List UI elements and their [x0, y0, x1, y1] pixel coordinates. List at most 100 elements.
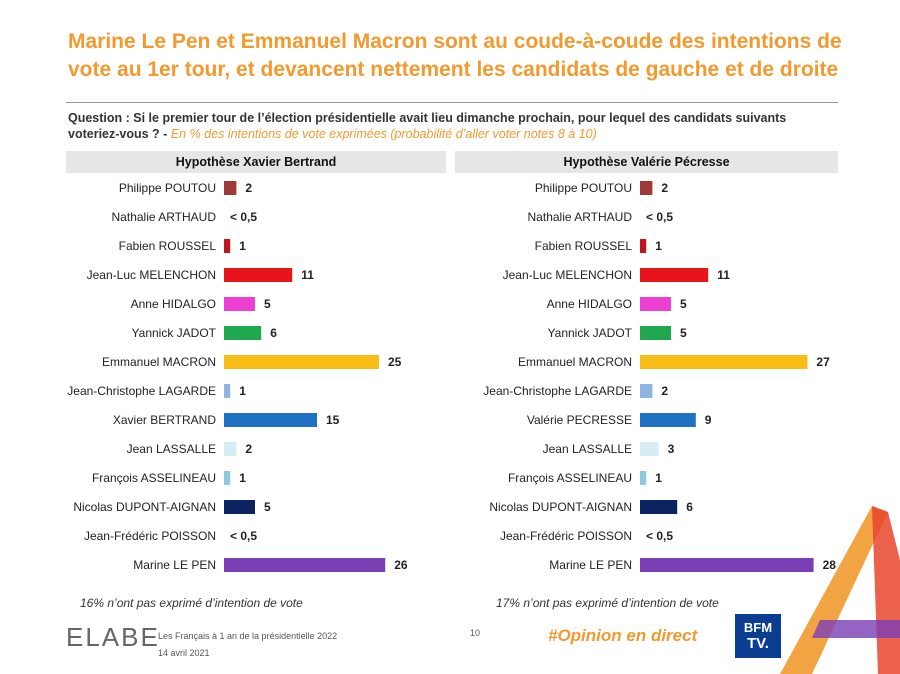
- bar-marine-le-pen: [224, 558, 386, 572]
- tv-text: TV.: [747, 635, 769, 652]
- survey-question: Question : Si le premier tour de l’élect…: [68, 110, 838, 142]
- bar-francois-asselineau: [224, 471, 231, 485]
- bfmtv-logo: BFM TV.: [735, 614, 781, 658]
- footnote-pecresse: 17% n’ont pas exprimé d’intention de vot…: [496, 596, 719, 610]
- page-title: Marine Le Pen et Emmanuel Macron sont au…: [68, 30, 842, 81]
- bar-jean-luc-melenchon: [640, 268, 709, 282]
- bar-jean-lassalle: [224, 442, 237, 456]
- candidate-label-philippe-poutou: Philippe POUTOU: [535, 181, 632, 195]
- chart-bertrand: Philippe POUTOU 2 Nathalie ARTHAUD < 0,5 Fab…: [67, 181, 408, 572]
- value-label-jean-luc-melenchon: 11: [301, 268, 314, 282]
- candidate-label-jean-lassalle: Jean LASSALLE: [127, 442, 216, 456]
- panel-header-pecresse: Hypothèse Valérie Pécresse: [455, 151, 838, 173]
- value-label-francois-asselineau: 1: [655, 471, 662, 485]
- value-label-marine-le-pen: 26: [394, 558, 408, 572]
- value-label-jean-luc-melenchon: 11: [717, 268, 730, 282]
- bar-nicolas-dupont-aignan: [224, 500, 255, 514]
- bar-jean-christophe-lagarde: [640, 384, 653, 398]
- bar-emmanuel-macron: [224, 355, 379, 369]
- candidate-label-nathalie-arthaud: Nathalie ARTHAUD: [112, 210, 217, 224]
- candidate-label-fabien-roussel: Fabien ROUSSEL: [535, 239, 633, 253]
- candidate-label-francois-asselineau: François ASSELINEAU: [92, 471, 216, 485]
- bar-valerie-pecresse: [640, 413, 696, 427]
- footer-info: Les Français à 1 an de la présidentielle…: [158, 628, 337, 662]
- bar-fabien-roussel: [224, 239, 231, 253]
- bar-xavier-bertrand: [224, 413, 317, 427]
- value-label-emmanuel-macron: 27: [816, 355, 830, 369]
- footnote-bertrand: 16% n’ont pas exprimé d’intention de vot…: [80, 596, 303, 610]
- bar-marine-le-pen: [640, 558, 814, 572]
- bar-jean-lassalle: [640, 442, 659, 456]
- value-label-valerie-pecresse: 9: [705, 413, 712, 427]
- candidate-label-emmanuel-macron: Emmanuel MACRON: [518, 355, 632, 369]
- value-label-jean-lassalle: 2: [245, 442, 252, 456]
- question-note: En % des intentions de vote exprimées (p…: [170, 127, 597, 141]
- value-label-marine-le-pen: 28: [823, 558, 837, 572]
- footer-subtitle: Les Français à 1 an de la présidentielle…: [158, 631, 338, 641]
- candidate-label-yannick-jadot: Yannick JADOT: [548, 326, 633, 340]
- candidate-label-nathalie-arthaud: Nathalie ARTHAUD: [528, 210, 633, 224]
- bar-fabien-roussel: [640, 239, 647, 253]
- candidate-label-marine-le-pen: Marine LE PEN: [549, 558, 632, 572]
- value-label-anne-hidalgo: 5: [680, 297, 687, 311]
- candidate-label-xavier-bertrand: Xavier BERTRAND: [113, 413, 216, 427]
- value-label-francois-asselineau: 1: [239, 471, 246, 485]
- value-label-nathalie-arthaud: < 0,5: [646, 210, 673, 224]
- value-label-philippe-poutou: 2: [661, 181, 668, 195]
- candidate-label-nicolas-dupont-aignan: Nicolas DUPONT-AIGNAN: [73, 500, 216, 514]
- value-label-jean-lassalle: 3: [668, 442, 675, 456]
- value-label-jean-christophe-lagarde: 1: [239, 384, 246, 398]
- value-label-fabien-roussel: 1: [239, 239, 246, 253]
- candidate-label-jean-lassalle: Jean LASSALLE: [543, 442, 632, 456]
- panel-header-bertrand: Hypothèse Xavier Bertrand: [66, 151, 446, 173]
- value-label-jean-frederic-poisson: < 0,5: [230, 529, 257, 543]
- bar-yannick-jadot: [640, 326, 671, 340]
- bar-jean-luc-melenchon: [224, 268, 293, 282]
- candidate-label-philippe-poutou: Philippe POUTOU: [119, 181, 216, 195]
- elabe-logo: ELABE: [66, 622, 160, 652]
- candidate-label-nicolas-dupont-aignan: Nicolas DUPONT-AIGNAN: [489, 500, 632, 514]
- candidate-label-jean-frederic-poisson: Jean-Frédéric POISSON: [84, 529, 216, 543]
- candidate-label-fabien-roussel: Fabien ROUSSEL: [119, 239, 217, 253]
- value-label-nicolas-dupont-aignan: 6: [686, 500, 693, 514]
- bar-yannick-jadot: [224, 326, 262, 340]
- bar-anne-hidalgo: [224, 297, 255, 311]
- value-label-nicolas-dupont-aignan: 5: [264, 500, 271, 514]
- value-label-jean-christophe-lagarde: 2: [661, 384, 668, 398]
- value-label-emmanuel-macron: 25: [388, 355, 402, 369]
- bfm-text: BFM: [743, 620, 773, 635]
- question-text: Question : Si le premier tour de l’élect…: [68, 111, 787, 141]
- value-label-nathalie-arthaud: < 0,5: [230, 210, 257, 224]
- elabe-a-logo-icon: [780, 506, 900, 674]
- bar-emmanuel-macron: [640, 355, 808, 369]
- bar-jean-christophe-lagarde: [224, 384, 231, 398]
- candidate-label-jean-christophe-lagarde: Jean-Christophe LAGARDE: [483, 384, 632, 398]
- hashtag-label: #Opinion en direct: [548, 626, 698, 645]
- page-number: 10: [470, 628, 481, 638]
- value-label-philippe-poutou: 2: [245, 181, 252, 195]
- bar-nicolas-dupont-aignan: [640, 500, 678, 514]
- value-label-jean-frederic-poisson: < 0,5: [646, 529, 673, 543]
- bar-philippe-poutou: [640, 181, 653, 195]
- footer-date: 14 avril 2021: [158, 648, 210, 658]
- title-divider: [66, 102, 838, 103]
- chart-pecresse: Philippe POUTOU 2 Nathalie ARTHAUD < 0,5 Fab…: [483, 181, 837, 572]
- candidate-label-yannick-jadot: Yannick JADOT: [132, 326, 217, 340]
- candidate-label-jean-luc-melenchon: Jean-Luc MELENCHON: [87, 268, 216, 282]
- candidate-label-anne-hidalgo: Anne HIDALGO: [131, 297, 216, 311]
- candidate-label-jean-frederic-poisson: Jean-Frédéric POISSON: [500, 529, 632, 543]
- candidate-label-marine-le-pen: Marine LE PEN: [133, 558, 216, 572]
- bar-francois-asselineau: [640, 471, 647, 485]
- bar-anne-hidalgo: [640, 297, 671, 311]
- candidate-label-jean-luc-melenchon: Jean-Luc MELENCHON: [503, 268, 632, 282]
- value-label-yannick-jadot: 6: [270, 326, 277, 340]
- value-label-xavier-bertrand: 15: [326, 413, 340, 427]
- candidate-label-emmanuel-macron: Emmanuel MACRON: [102, 355, 216, 369]
- value-label-fabien-roussel: 1: [655, 239, 662, 253]
- candidate-label-jean-christophe-lagarde: Jean-Christophe LAGARDE: [67, 384, 216, 398]
- bar-philippe-poutou: [224, 181, 237, 195]
- value-label-yannick-jadot: 5: [680, 326, 687, 340]
- candidate-label-francois-asselineau: François ASSELINEAU: [508, 471, 632, 485]
- candidate-label-anne-hidalgo: Anne HIDALGO: [547, 297, 632, 311]
- candidate-label-valerie-pecresse: Valérie PECRESSE: [527, 413, 632, 427]
